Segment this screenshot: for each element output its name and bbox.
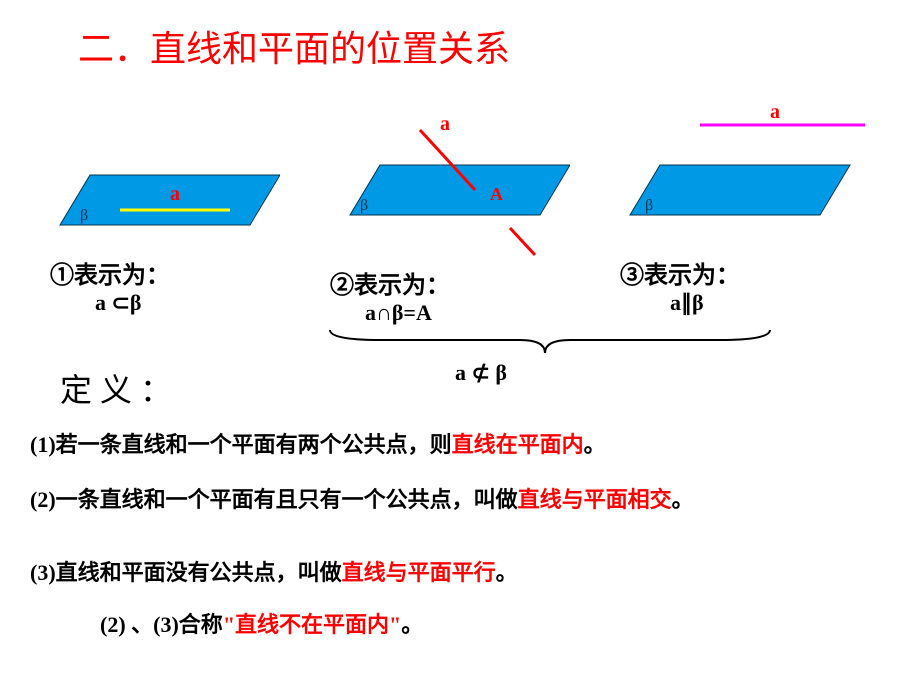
def4-hl: "直线不在平面内"	[223, 612, 401, 637]
def1-suffix: 。	[584, 432, 606, 457]
definition-4: (2) 、(3)合称"直线不在平面内"。	[100, 610, 900, 641]
def4-prefix: (2) 、(3)合称	[100, 612, 223, 637]
plane-label-2: β	[360, 197, 368, 214]
section-title: 二．直线和平面的位置关系	[78, 20, 510, 72]
definition-1: (1)若一条直线和一个平面有两个公共点，则直线在平面内。	[30, 430, 890, 461]
diagram-3: a β	[600, 100, 880, 240]
case-2-label: ②表示为：	[330, 265, 450, 300]
definition-2: (2)一条直线和一个平面有且只有一个公共点，叫做直线与平面相交。	[30, 485, 900, 516]
def1-hl: 直线在平面内	[452, 432, 584, 457]
def3-hl: 直线与平面平行	[342, 560, 496, 585]
def4-suffix: 。	[401, 612, 423, 637]
def1-prefix: (1)若一条直线和一个平面有两个公共点，则	[30, 432, 452, 457]
line-label-1: a	[170, 183, 180, 205]
case-1-label: ①表示为：	[50, 255, 170, 290]
line-label-3: a	[770, 101, 780, 123]
case-3-label: ③表示为：	[620, 255, 740, 290]
case-3-notation: a∥β	[670, 290, 704, 316]
case-2-notation: a∩β=A	[365, 300, 432, 326]
diagram-row: a β a A β a β	[0, 100, 920, 240]
plane-label-1: β	[80, 207, 88, 224]
case-1-notation: a ⊂β	[95, 290, 142, 316]
brace-label: a ⊄ β	[455, 360, 507, 386]
brace	[320, 325, 780, 360]
point-label: A	[490, 184, 503, 204]
def2-hl: 直线与平面相交	[518, 487, 672, 512]
def2-suffix: 。	[672, 487, 694, 512]
diagram-2: a A β	[310, 100, 570, 260]
def3-suffix: 。	[496, 560, 518, 585]
def3-prefix: (3)直线和平面没有公共点，叫做	[30, 560, 342, 585]
def2-prefix: (2)一条直线和一个平面有且只有一个公共点，叫做	[30, 487, 518, 512]
definition-3: (3)直线和平面没有公共点，叫做直线与平面平行。	[30, 558, 890, 589]
diagram-1: a β	[20, 130, 280, 270]
plane-label-3: β	[645, 197, 653, 214]
definition-title: 定义：	[60, 365, 180, 411]
line-label-2: a	[440, 113, 450, 135]
